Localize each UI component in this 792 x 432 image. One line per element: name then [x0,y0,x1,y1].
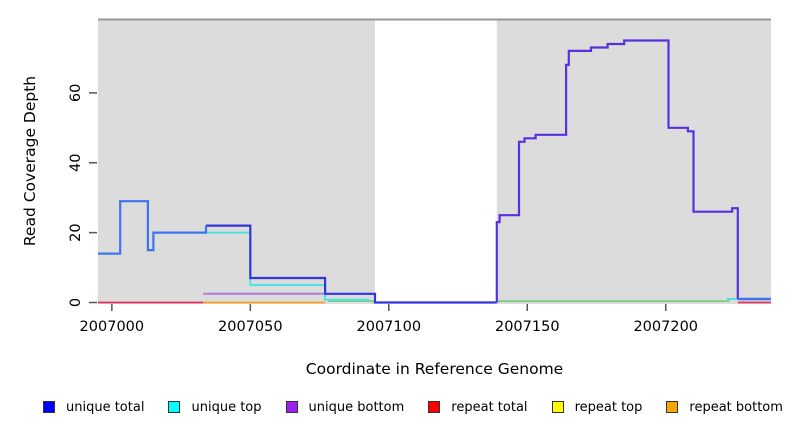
legend-swatch-icon [551,401,564,413]
legend-label: unique total [66,399,145,415]
series-unique-total-left [98,200,208,255]
x-tick-label: 2007050 [218,319,283,335]
legend-item-repeat-bottom: repeat bottom [666,400,783,415]
legend-swatch-icon [285,401,298,413]
y-tick-label: 60 [68,84,84,102]
y-axis-label: Read Coverage Depth [21,75,39,247]
y-tick-label: 20 [68,223,84,241]
legend-swatch-icon [666,401,679,413]
x-tick-label: 2007150 [495,319,560,335]
x-axis-label: Coordinate in Reference Genome [305,360,564,378]
legend-item-unique-total: unique total [43,400,144,415]
y-tick-label: 0 [68,298,84,307]
legend: unique total unique top unique bottom repea… [43,398,783,416]
legend-item-unique-bottom: unique bottom [285,399,405,415]
legend-label: repeat bottom [689,399,783,415]
series-unique-bottom-right-peak [495,39,739,303]
series-unique-top-left [206,231,370,301]
legend-label: repeat total [451,399,528,415]
legend-item-unique-top: unique top [168,399,262,415]
legend-label: unique bottom [308,399,405,415]
x-tick-label: 2007200 [633,319,698,335]
legend-swatch-icon [168,401,181,413]
legend-item-repeat-total: repeat total [428,399,528,415]
legend-label: repeat top [574,399,643,415]
series-unique-total-mid [206,224,497,304]
covered-region [496,19,771,304]
x-tick-label: 2007100 [357,319,422,335]
legend-label: unique top [191,399,262,415]
covered-region [98,19,375,304]
x-tick-label: 2007000 [80,319,145,335]
legend-swatch-icon [428,401,441,413]
y-tick-label: 40 [68,154,84,172]
legend-item-repeat-top: repeat top [551,399,643,415]
legend-swatch-icon [43,401,55,413]
